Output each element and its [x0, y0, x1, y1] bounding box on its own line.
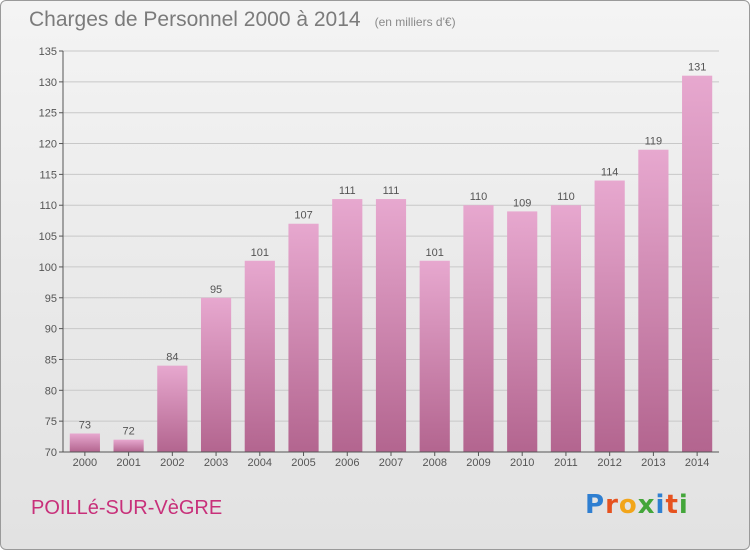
bar-2004	[244, 260, 275, 452]
proxiti-logo: Proxiti	[585, 490, 689, 520]
data-label: 131	[688, 62, 706, 74]
y-tick-label: 95	[45, 293, 57, 305]
bar-2005	[288, 223, 319, 452]
logo-letter: r	[605, 490, 619, 520]
logo-letter: i	[678, 490, 689, 520]
bar-2007	[375, 199, 407, 452]
data-label: 110	[557, 191, 575, 203]
y-tick-label: 105	[39, 231, 57, 243]
labels: 70 75 80 85 90 95 100 105 110 115 120 125 130 135 2000…	[39, 46, 710, 469]
logo-letter: i	[655, 490, 666, 520]
logo-letter: P	[585, 490, 606, 520]
data-label: 73	[79, 419, 91, 431]
x-tick-label: 2009	[466, 457, 490, 469]
bar-2009	[463, 205, 494, 452]
y-tick-label: 100	[39, 262, 57, 274]
data-label: 101	[251, 247, 269, 259]
data-label: 72	[122, 426, 134, 438]
x-tick-label: 2010	[510, 457, 534, 469]
x-tick-label: 2007	[379, 457, 403, 469]
y-tick-label: 135	[39, 46, 57, 58]
y-tick-label: 80	[45, 385, 57, 397]
bar-2001	[113, 439, 144, 452]
logo-letter: x	[637, 490, 656, 520]
x-tick-label: 2014	[685, 457, 709, 469]
x-tick-label: 2011	[554, 457, 578, 469]
bar-2000	[69, 433, 100, 452]
data-label: 111	[383, 185, 400, 197]
x-tick-label: 2004	[248, 457, 272, 469]
x-tick-label: 2013	[641, 457, 665, 469]
bar-2003	[200, 297, 232, 452]
bar-2013	[638, 149, 669, 452]
x-tick-label: 2012	[597, 457, 621, 469]
bar-2008	[419, 260, 450, 452]
logo-letter: o	[618, 490, 638, 520]
x-tick-label: 2006	[335, 457, 359, 469]
data-label: 107	[294, 210, 312, 222]
x-tick-label: 2000	[73, 457, 97, 469]
bars	[69, 75, 713, 453]
bar-2010	[507, 211, 538, 452]
y-tick-label: 115	[39, 169, 57, 181]
bar-2012	[594, 180, 625, 453]
data-label: 111	[339, 185, 356, 197]
data-label: 109	[513, 197, 531, 209]
chart-title-text: Charges de Personnel 2000 à 2014	[29, 8, 361, 31]
data-label: 110	[470, 191, 488, 203]
x-tick-label: 2002	[160, 457, 184, 469]
x-tick-label: 2005	[291, 457, 315, 469]
y-tick-label: 120	[39, 139, 57, 151]
y-tick-label: 110	[39, 200, 57, 212]
bar-2002	[157, 365, 188, 452]
data-label: 101	[426, 247, 444, 259]
data-label: 84	[166, 352, 178, 364]
chart-subtitle: (en milliers d'€)	[374, 15, 456, 29]
y-tick-label: 70	[45, 447, 57, 459]
y-tick-label: 125	[39, 108, 57, 120]
data-label: 95	[210, 284, 222, 296]
chart-title: Charges de Personnel 2000 à 2014 (en mill…	[29, 8, 456, 32]
axes	[59, 50, 719, 456]
data-label: 114	[601, 167, 619, 179]
commune-name: POILLé-SUR-VèGRE	[31, 497, 223, 519]
data-label: 119	[645, 136, 663, 148]
y-tick-label: 75	[45, 416, 57, 428]
bar-2006	[332, 199, 363, 452]
y-tick-label: 130	[39, 77, 57, 89]
y-tick-label: 85	[45, 354, 57, 366]
logo-letter: t	[665, 490, 679, 520]
bar-2014	[682, 75, 713, 452]
x-tick-label: 2001	[116, 457, 140, 469]
y-tick-label: 90	[45, 324, 57, 336]
x-tick-label: 2003	[204, 457, 228, 469]
x-tick-label: 2008	[422, 457, 446, 469]
bar-2011	[550, 205, 582, 452]
